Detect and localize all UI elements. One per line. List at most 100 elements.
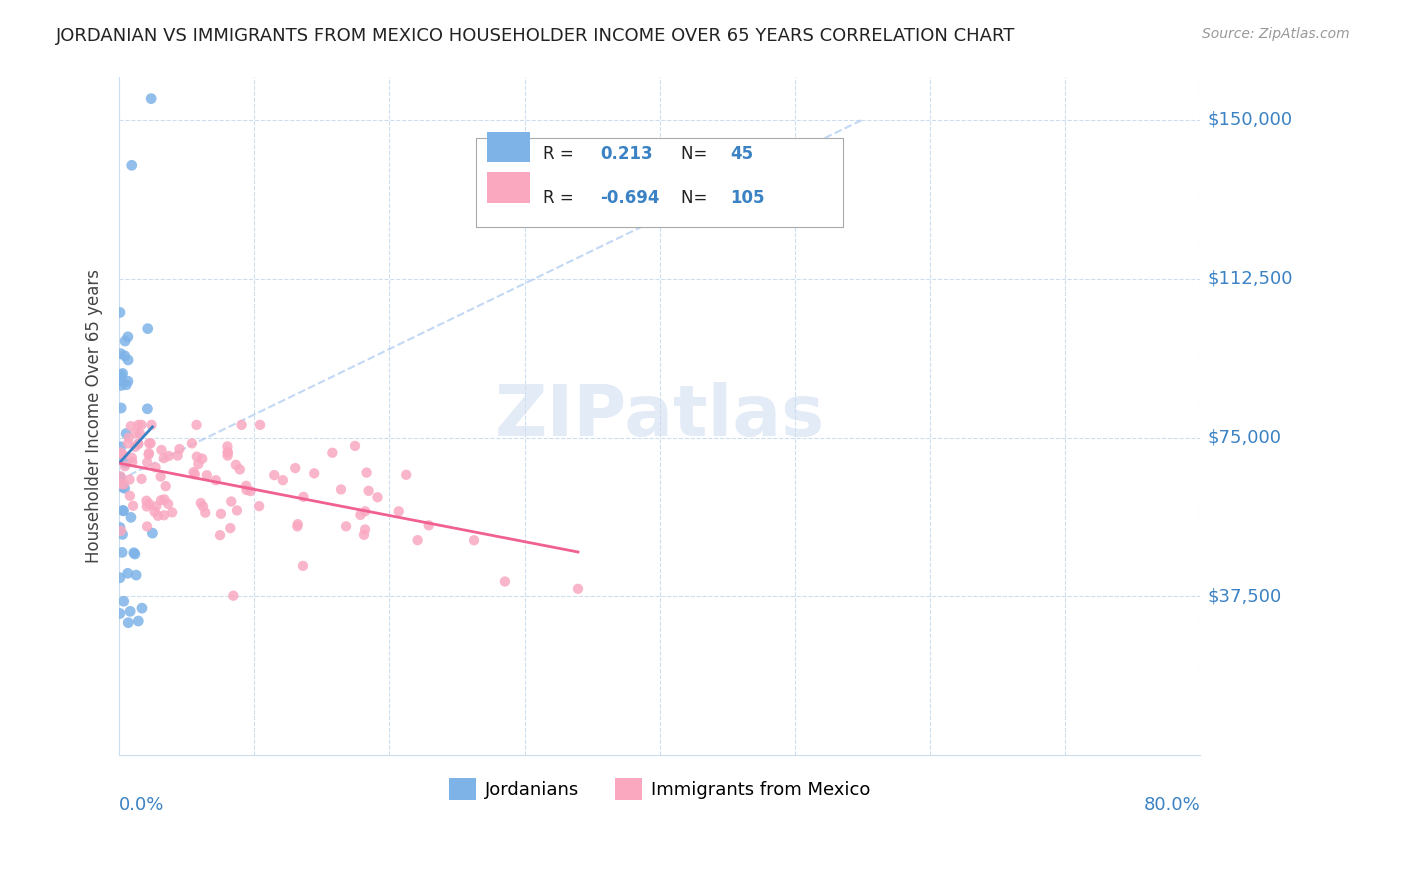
Point [235, 479, 257, 493]
Point [366, 490, 388, 504]
Point [217, 445, 239, 459]
Point [110, 448, 132, 462]
Point [222, 589, 245, 603]
Text: ZIPatlas: ZIPatlas [495, 382, 825, 450]
Point [217, 445, 239, 459]
Point [235, 483, 257, 497]
Point [108, 305, 131, 319]
Point [186, 417, 208, 432]
Text: 45: 45 [730, 145, 754, 163]
Point [110, 378, 132, 392]
Point [110, 368, 132, 383]
Text: N=: N= [682, 189, 713, 207]
Point [138, 446, 160, 460]
Point [249, 417, 271, 432]
Point [110, 346, 132, 360]
Point [115, 377, 138, 392]
Point [263, 468, 285, 483]
Point [155, 479, 177, 493]
Point [225, 458, 247, 472]
Point [108, 472, 131, 486]
Point [110, 374, 132, 388]
Point [110, 401, 132, 415]
Text: R =: R = [543, 189, 579, 207]
Text: -0.694: -0.694 [600, 189, 659, 207]
Point [136, 519, 159, 533]
Point [136, 401, 159, 416]
Point [141, 92, 163, 106]
Point [110, 470, 132, 484]
Point [157, 449, 180, 463]
Point [354, 523, 377, 537]
Point [209, 528, 232, 542]
Point [143, 505, 166, 519]
Point [463, 533, 485, 548]
Point [127, 437, 149, 451]
FancyBboxPatch shape [477, 138, 844, 227]
Text: N=: N= [682, 145, 713, 163]
Point [219, 494, 242, 508]
Bar [486, 172, 530, 202]
Point [112, 477, 135, 491]
Point [117, 374, 139, 388]
Point [187, 457, 209, 471]
Point [287, 517, 309, 532]
Point [239, 484, 262, 499]
Text: 105: 105 [730, 189, 765, 207]
Point [111, 503, 134, 517]
Point [166, 449, 188, 463]
Point [406, 533, 429, 548]
Point [191, 500, 214, 514]
Point [121, 455, 143, 469]
Point [271, 473, 294, 487]
Point [292, 490, 315, 504]
Point [138, 497, 160, 511]
Point [217, 449, 239, 463]
Point [117, 615, 139, 630]
Point [110, 369, 132, 384]
Point [124, 440, 146, 454]
Point [124, 547, 146, 561]
Point [567, 582, 589, 596]
Point [108, 571, 131, 585]
Point [121, 450, 143, 465]
Point [112, 448, 135, 462]
Point [231, 417, 253, 432]
Point [114, 349, 136, 363]
Point [353, 528, 375, 542]
Point [114, 481, 136, 495]
Point [120, 510, 142, 524]
Point [135, 493, 157, 508]
Text: 0.0%: 0.0% [120, 796, 165, 814]
Point [118, 431, 141, 445]
Bar [486, 132, 530, 162]
Point [217, 439, 239, 453]
Point [120, 604, 142, 618]
Point [131, 417, 153, 432]
Text: $37,500: $37,500 [1208, 588, 1281, 606]
Point [335, 519, 357, 533]
Point [127, 436, 149, 450]
Point [111, 367, 134, 381]
Point [184, 467, 207, 482]
Point [344, 439, 367, 453]
Point [135, 500, 157, 514]
Point [125, 568, 148, 582]
Point [129, 426, 152, 441]
Point [136, 455, 159, 469]
Point [110, 368, 132, 382]
Point [108, 520, 131, 534]
Point [153, 492, 176, 507]
Point [219, 521, 242, 535]
Point [115, 426, 138, 441]
Point [291, 558, 314, 573]
Point [112, 594, 135, 608]
Point [247, 499, 270, 513]
Point [349, 508, 371, 522]
Point [131, 472, 153, 486]
Point [153, 508, 176, 523]
Point [110, 476, 132, 491]
Point [205, 473, 228, 487]
Point [356, 466, 378, 480]
Text: $75,000: $75,000 [1208, 428, 1281, 447]
